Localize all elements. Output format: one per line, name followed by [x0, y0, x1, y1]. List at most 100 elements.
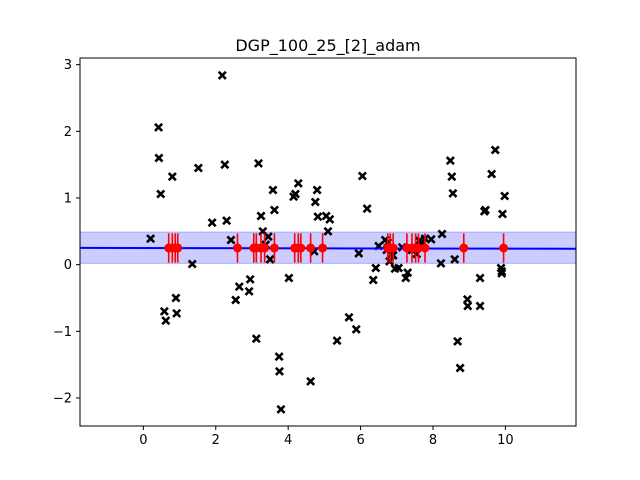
observation-marker	[487, 169, 497, 179]
observation-marker	[156, 189, 166, 199]
observation-marker	[284, 273, 294, 283]
observation-marker	[354, 248, 364, 258]
inducing-point	[269, 243, 279, 253]
inducing-point	[388, 243, 398, 253]
observation-marker	[497, 266, 507, 276]
observation-marker	[193, 163, 203, 173]
observation-marker	[226, 235, 236, 245]
observation-marker	[455, 363, 465, 373]
observation-marker	[231, 295, 241, 305]
y-tick-label: 3	[64, 58, 72, 73]
y-tick-label: 0	[64, 258, 72, 273]
observation-marker	[313, 212, 323, 222]
observation-marker	[159, 306, 169, 316]
observation-marker	[263, 232, 273, 242]
observation-marker	[362, 204, 372, 214]
observation-marker	[371, 263, 381, 273]
observation-marker	[172, 308, 182, 318]
observation-marker	[290, 189, 300, 199]
observation-marker	[293, 178, 303, 188]
observation-marker	[217, 70, 227, 80]
inducing-point	[459, 243, 469, 253]
x-axis: 0 2 4 6 8 10	[139, 426, 514, 448]
y-axis: −2 −1 0 1 2 3	[53, 58, 80, 407]
observation-marker	[323, 226, 333, 236]
observation-marker	[437, 229, 447, 239]
observation-marker	[351, 324, 361, 334]
observation-marker	[222, 216, 232, 226]
observation-marker	[344, 312, 354, 322]
observation-marker	[268, 185, 278, 195]
observation-marker	[475, 273, 485, 283]
x-tick-label: 8	[429, 433, 437, 448]
mean-line-layer	[80, 246, 576, 250]
x-tick-label: 0	[139, 433, 147, 448]
observation-marker	[450, 254, 460, 264]
inducing-point	[414, 243, 424, 253]
observation-marker	[265, 254, 275, 264]
observation-marker	[167, 172, 177, 182]
observation-marker	[269, 205, 279, 215]
observation-marker	[357, 171, 367, 181]
observation-marker	[312, 185, 322, 195]
inducing-point	[296, 243, 306, 253]
mean-line	[80, 246, 576, 250]
observation-marker	[310, 197, 320, 207]
y-tick-label: 2	[64, 125, 72, 140]
inducing-point	[318, 243, 328, 253]
observation-marker	[490, 145, 500, 155]
inducing-point	[306, 243, 316, 253]
observation-marker	[154, 122, 164, 132]
observation-marker	[480, 205, 491, 215]
observation-marker	[332, 336, 342, 346]
observation-marker	[274, 352, 284, 362]
x-tick-label: 10	[497, 433, 514, 448]
x-tick-label: 2	[212, 433, 220, 448]
inducing-point	[232, 243, 242, 253]
observation-marker	[187, 259, 197, 269]
chart-title: DGP_100_25_[2]_adam	[235, 36, 420, 56]
observation-marker	[161, 316, 171, 326]
x-tick-label: 6	[356, 433, 364, 448]
observation-marker	[251, 334, 261, 344]
observation-marker	[234, 282, 244, 292]
observation-marker	[207, 218, 217, 228]
observation-marker	[256, 211, 266, 221]
observation-marker	[394, 263, 404, 273]
observation-marker	[274, 366, 285, 376]
observation-marker	[497, 268, 507, 278]
observation-marker	[448, 188, 458, 198]
plot-frame	[79, 57, 577, 427]
inducing-point	[420, 243, 430, 253]
observation-marker	[475, 301, 485, 311]
y-tick-label: −2	[53, 392, 72, 407]
observation-marker	[403, 268, 413, 278]
observation-marker	[368, 275, 378, 285]
observation-marker	[426, 234, 436, 244]
observation-marker	[146, 234, 156, 244]
observation-marker	[276, 404, 286, 414]
observation-marker	[154, 153, 164, 163]
y-tick-label: −1	[53, 325, 72, 340]
observation-marker	[453, 336, 463, 346]
inducing-points-layer	[164, 233, 509, 263]
inducing-point	[260, 243, 270, 253]
inducing-point	[499, 243, 509, 253]
observation-marker	[500, 191, 510, 201]
observation-marker	[244, 286, 254, 296]
observation-marker	[171, 293, 181, 303]
y-tick-label: 1	[64, 192, 72, 207]
x-tick-label: 4	[284, 433, 292, 448]
observation-marker	[497, 209, 508, 219]
observation-marker	[306, 376, 316, 386]
observation-marker	[245, 274, 255, 284]
observation-marker	[436, 258, 446, 268]
observation-marker	[253, 158, 264, 168]
observation-marker	[463, 301, 473, 311]
observation-marker	[325, 214, 335, 224]
observation-marker	[220, 160, 230, 170]
observation-marker	[447, 172, 457, 182]
